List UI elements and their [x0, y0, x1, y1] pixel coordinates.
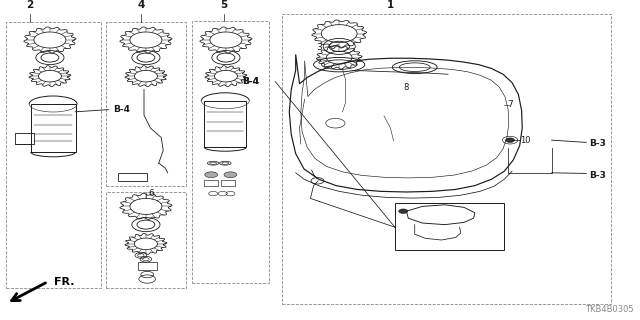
Bar	[106, 22, 186, 186]
Bar	[221, 180, 235, 186]
Text: 7: 7	[507, 100, 513, 109]
Ellipse shape	[205, 172, 218, 178]
Text: B-3: B-3	[589, 171, 605, 180]
Bar	[31, 104, 76, 152]
Text: 8: 8	[403, 83, 408, 92]
Bar	[204, 101, 246, 147]
Text: 3: 3	[316, 43, 322, 52]
Text: B-3: B-3	[589, 140, 605, 148]
Circle shape	[506, 138, 515, 142]
Ellipse shape	[224, 172, 237, 178]
Bar	[282, 14, 611, 304]
Text: 2: 2	[26, 0, 34, 10]
Bar	[6, 22, 101, 288]
Bar	[15, 133, 34, 144]
Text: 6: 6	[148, 189, 154, 198]
Text: B-4: B-4	[113, 105, 130, 114]
Circle shape	[399, 209, 408, 213]
Text: 5: 5	[220, 0, 228, 10]
Text: 4: 4	[137, 0, 145, 10]
Bar	[106, 192, 186, 288]
Bar	[192, 21, 269, 283]
Text: FR.: FR.	[54, 276, 75, 287]
Text: TKB4B0305: TKB4B0305	[585, 305, 634, 314]
Bar	[118, 173, 147, 181]
Text: B-4: B-4	[243, 77, 259, 86]
Text: 10: 10	[520, 136, 531, 145]
Bar	[395, 203, 504, 250]
Text: B-4: B-4	[243, 77, 259, 86]
Text: 1: 1	[387, 0, 394, 10]
Bar	[204, 180, 218, 186]
Bar	[138, 262, 157, 270]
